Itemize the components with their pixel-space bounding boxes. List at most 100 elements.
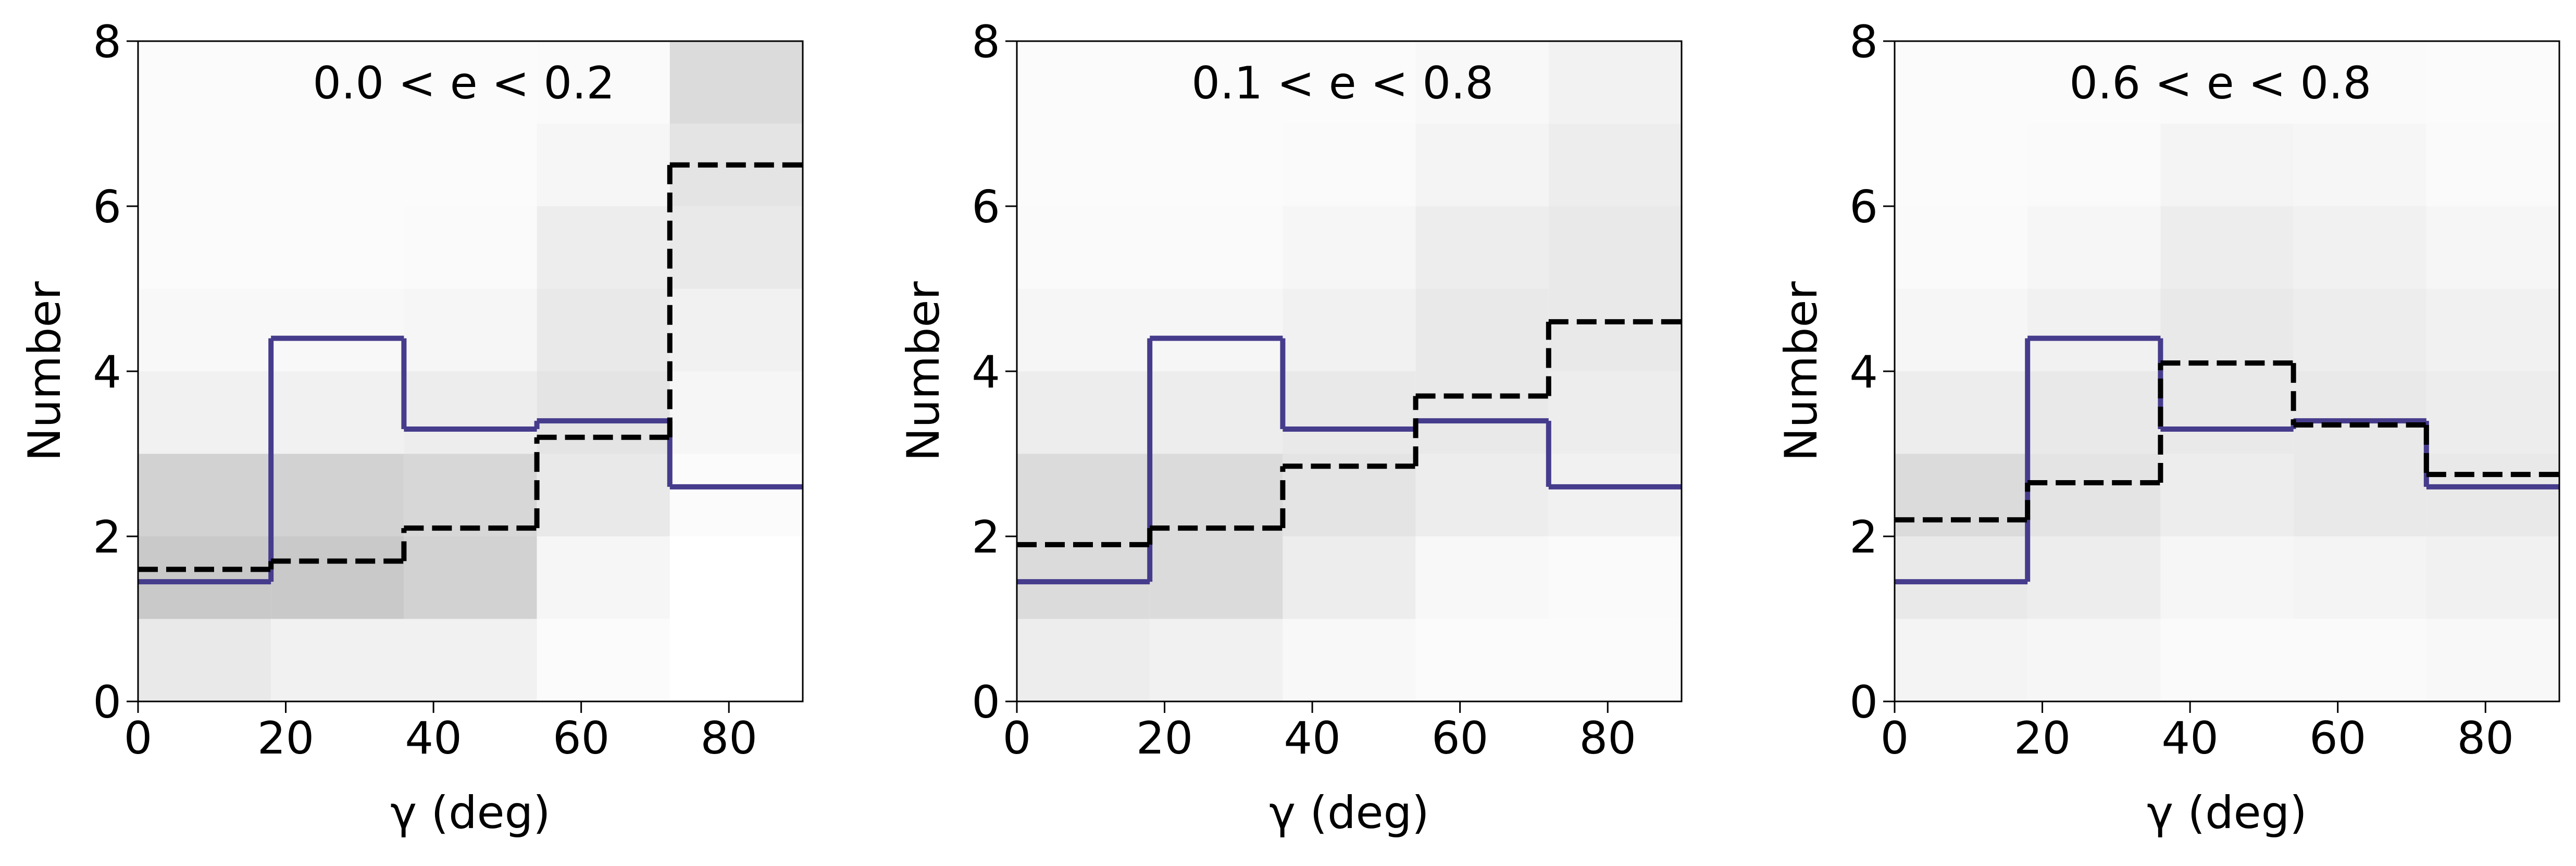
heatmap-cell	[1548, 123, 1682, 206]
heatmap-cell	[404, 454, 537, 536]
heatmap-cell	[537, 536, 670, 619]
heatmap-cell	[1895, 288, 2028, 371]
heatmap-cell	[1150, 41, 1283, 124]
y-axis-label: Number	[1775, 281, 1827, 461]
heatmap-cell	[1017, 123, 1150, 206]
y-tick-label: 6	[93, 181, 121, 233]
heatmap-cell	[2293, 619, 2426, 701]
heatmap-cell	[2293, 206, 2426, 289]
heatmap-cell	[2293, 288, 2426, 371]
heatmap-cell	[669, 619, 803, 701]
heatmap-cell	[669, 41, 803, 124]
heatmap-cell	[2027, 288, 2161, 371]
panel-title: 0.0 < e < 0.2	[313, 57, 615, 109]
heatmap-cell	[2027, 619, 2161, 701]
heatmap-cell	[404, 371, 537, 454]
y-tick-label: 0	[93, 676, 121, 729]
heatmap-cell	[271, 454, 404, 536]
heatmap-cell	[138, 619, 271, 701]
heatmap-cell	[138, 123, 271, 206]
heatmap-cell	[669, 371, 803, 454]
heatmap-cell	[1150, 371, 1283, 454]
heatmap-cell	[1150, 206, 1283, 289]
y-tick-label: 4	[93, 346, 121, 398]
heatmap-cell	[1415, 41, 1549, 124]
y-tick-label: 2	[93, 511, 121, 563]
heatmap-cell	[537, 123, 670, 206]
y-tick-label: 0	[1849, 676, 1878, 729]
heatmap-cell	[537, 371, 670, 454]
heatmap-cell	[271, 536, 404, 619]
heatmap-cell	[2293, 536, 2426, 619]
x-tick-label: 60	[1432, 712, 1488, 764]
y-tick-label: 2	[1849, 511, 1878, 563]
heatmap-cell	[2426, 536, 2559, 619]
heatmap-cell	[2160, 536, 2294, 619]
x-tick-label: 40	[405, 712, 462, 764]
heatmap-cell	[1895, 454, 2028, 536]
heatmap-cell	[271, 41, 404, 124]
heatmap-cell	[138, 288, 271, 371]
heatmap-cell	[1895, 371, 2028, 454]
heatmap-cell	[2293, 123, 2426, 206]
x-tick-label: 0	[124, 712, 153, 764]
heatmap-cell	[2426, 123, 2559, 206]
heatmap-cell	[1895, 536, 2028, 619]
heatmap-cell	[669, 288, 803, 371]
y-tick-label: 8	[1849, 16, 1878, 68]
heatmap-cell	[2027, 41, 2161, 124]
heatmap-cell	[537, 288, 670, 371]
heatmap-cell	[2160, 619, 2294, 701]
heatmap-cell	[271, 371, 404, 454]
heatmap-cell	[1415, 206, 1549, 289]
heatmap-cell	[404, 619, 537, 701]
heatmap-cell	[404, 41, 537, 124]
heatmap-cell	[2426, 206, 2559, 289]
heatmap-cell	[138, 454, 271, 536]
heatmap-cell	[1548, 206, 1682, 289]
y-tick-label: 4	[972, 346, 1000, 398]
heatmap-cell	[1415, 536, 1549, 619]
heatmap-cell	[2293, 454, 2426, 536]
heatmap-cell	[669, 206, 803, 289]
heatmap-cell	[1895, 123, 2028, 206]
heatmap-cell	[2027, 206, 2161, 289]
heatmap-cell	[2027, 536, 2161, 619]
x-axis-label: γ (deg)	[1269, 787, 1429, 839]
heatmap-cell	[2426, 619, 2559, 701]
panel-title: 0.6 < e < 0.8	[2069, 57, 2371, 109]
heatmap-cell	[271, 619, 404, 701]
heatmap-cell	[2426, 371, 2559, 454]
x-tick-label: 20	[2014, 712, 2071, 764]
heatmap-cell	[2027, 371, 2161, 454]
heatmap-cell	[404, 206, 537, 289]
heatmap-cell	[537, 41, 670, 124]
x-tick-label: 80	[1579, 712, 1636, 764]
x-axis-label: γ (deg)	[390, 787, 550, 839]
heatmap-cell	[1150, 288, 1283, 371]
heatmap-cell	[1895, 619, 2028, 701]
x-tick-label: 60	[553, 712, 609, 764]
heatmap-cell	[537, 454, 670, 536]
x-tick-label: 20	[1136, 712, 1193, 764]
heatmap-cell	[271, 206, 404, 289]
panel-title: 0.1 < e < 0.8	[1191, 57, 1494, 109]
heatmap-cell	[1017, 536, 1150, 619]
heatmap-cell	[1283, 288, 1416, 371]
x-tick-label: 60	[2309, 712, 2366, 764]
heatmap-cell	[1548, 41, 1682, 124]
heatmap-cell	[2160, 206, 2294, 289]
heatmap-cell	[1548, 619, 1682, 701]
x-tick-label: 80	[2457, 712, 2514, 764]
heatmap-cell	[1548, 371, 1682, 454]
heatmap-cell	[1283, 206, 1416, 289]
y-tick-label: 2	[972, 511, 1000, 563]
heatmap-cell	[138, 206, 271, 289]
heatmap-cell	[2027, 123, 2161, 206]
x-tick-label: 0	[1003, 712, 1031, 764]
heatmap-cell	[271, 288, 404, 371]
heatmap-cell	[2426, 41, 2559, 124]
heatmap-cell	[2027, 454, 2161, 536]
heatmap-cell	[1548, 454, 1682, 536]
